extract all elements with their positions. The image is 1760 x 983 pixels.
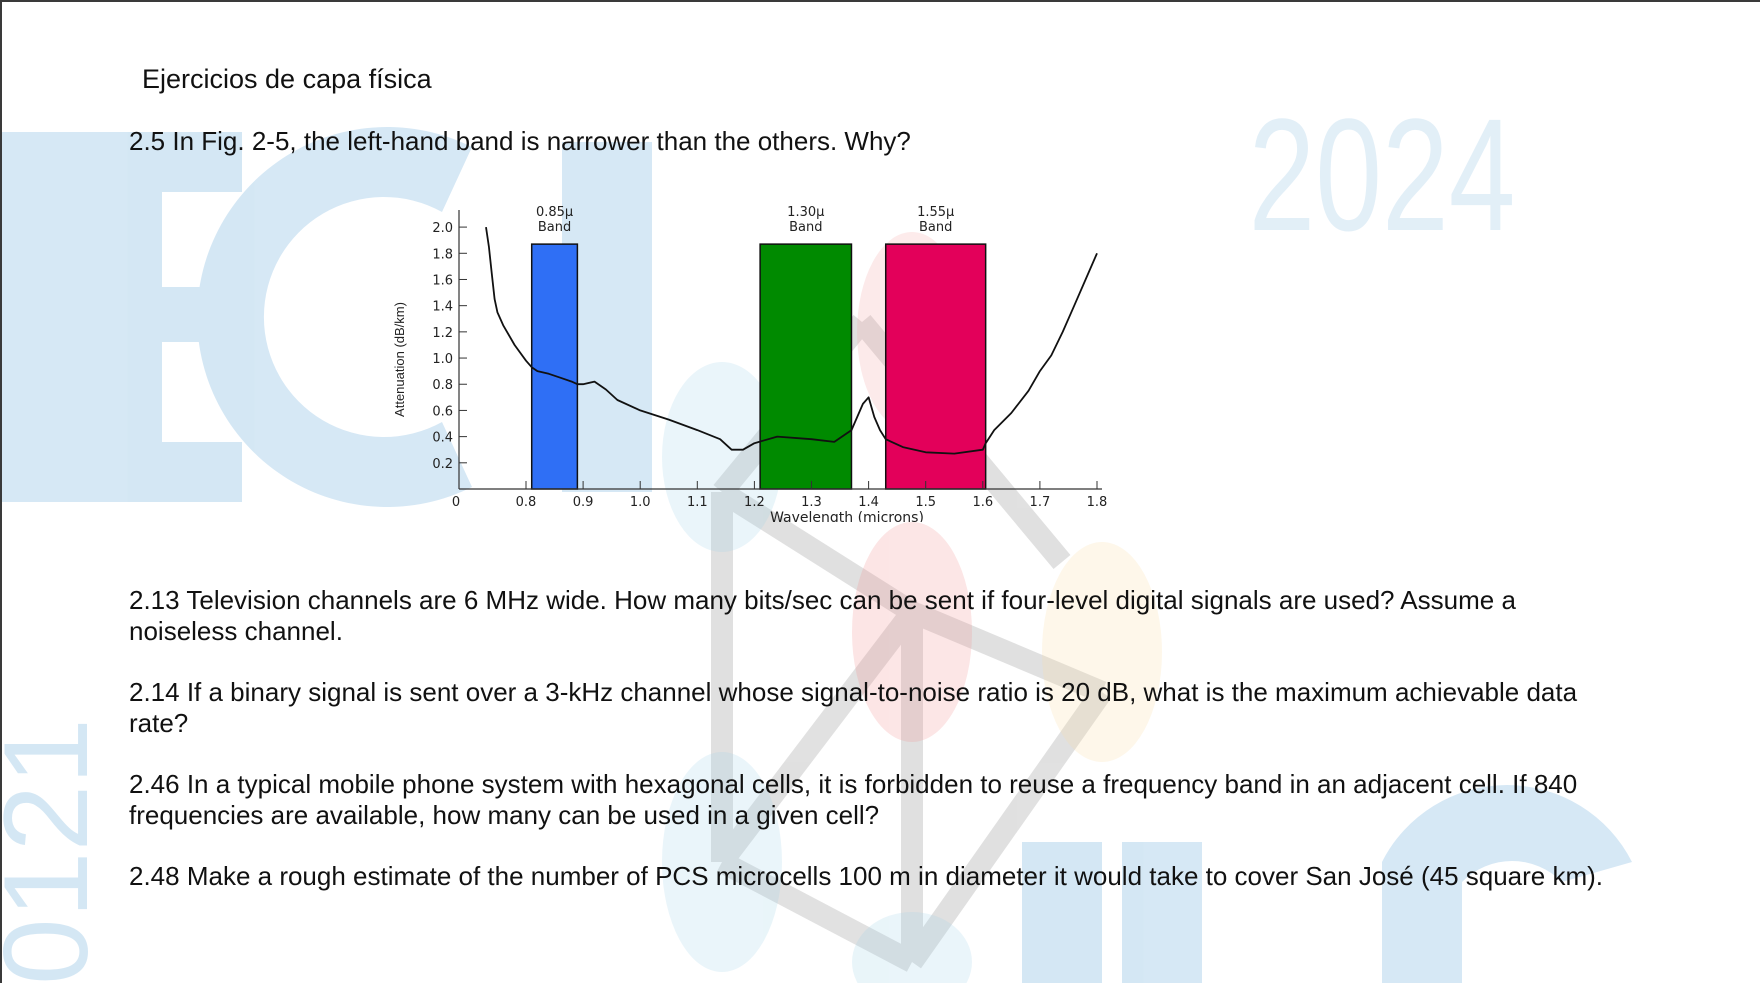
- y-tick-label-1: 0.4: [432, 431, 453, 446]
- band-bar-1: [759, 243, 853, 490]
- x-tick-label-4: 1.1: [687, 495, 708, 510]
- x-tick-label-2: 0.9: [573, 495, 594, 510]
- question-2-46: 2.46 In a typical mobile phone system wi…: [129, 769, 1578, 830]
- y-tick-label-9: 2.0: [432, 221, 453, 236]
- y-tick-label-3: 0.8: [432, 378, 453, 393]
- band-label-top-2: 1.55µ: [917, 205, 954, 220]
- y-tick-label-7: 1.6: [432, 273, 453, 288]
- x-tick-label-3: 1.0: [630, 495, 651, 510]
- y-tick-label-2: 0.6: [432, 404, 453, 419]
- band-label-bottom-2: Band: [919, 220, 952, 235]
- document-heading: Ejercicios de capa física: [142, 64, 432, 94]
- question-2-5: 2.5 In Fig. 2-5, the left-hand band is n…: [129, 126, 911, 156]
- y-tick-label-4: 1.0: [432, 352, 453, 367]
- watermark-code: 0121: [2, 718, 113, 983]
- band-bar-0: [530, 243, 579, 490]
- question-2-13: 2.13 Television channels are 6 MHz wide.…: [129, 585, 1516, 646]
- x-tick-label-10: 1.7: [1030, 495, 1051, 510]
- x-tick-label-8: 1.5: [915, 495, 936, 510]
- watermark-year: 2024: [1249, 85, 1516, 264]
- x-tick-label-5: 1.2: [744, 495, 765, 510]
- y-tick-label-5: 1.2: [432, 326, 453, 341]
- band-bar-2: [884, 243, 987, 490]
- x-tick-label-1: 0.8: [516, 495, 537, 510]
- y-axis-label: Attenuation (dB/km): [392, 302, 407, 417]
- attenuation-curve-0: [485, 226, 1098, 455]
- x-axis-label: Wavelength (microns): [770, 510, 924, 522]
- question-2-48: 2.48 Make a rough estimate of the number…: [129, 861, 1604, 891]
- band-label-top-1: 1.30µ: [787, 205, 824, 220]
- x-tick-label-7: 1.4: [858, 495, 879, 510]
- x-tick-label-0: 0: [452, 495, 460, 510]
- question-2-14: 2.14 If a binary signal is sent over a 3…: [129, 677, 1578, 738]
- x-tick-label-9: 1.6: [972, 495, 993, 510]
- x-tick-label-6: 1.3: [801, 495, 822, 510]
- y-tick-label-6: 1.4: [432, 300, 453, 315]
- band-label-top-0: 0.85µ: [536, 205, 573, 220]
- attenuation-chart: 0.2 0.4 0.6 0.8 1.0 1.2 1.4 1.6 1.8 2.0 0 0.8 0.9 1.0…: [392, 205, 1108, 522]
- band-label-bottom-1: Band: [789, 220, 822, 235]
- y-tick-label-0: 0.2: [432, 457, 453, 472]
- band-label-bottom-0: Band: [538, 220, 571, 235]
- y-tick-label-8: 1.8: [432, 247, 453, 262]
- x-tick-label-11: 1.8: [1087, 495, 1108, 510]
